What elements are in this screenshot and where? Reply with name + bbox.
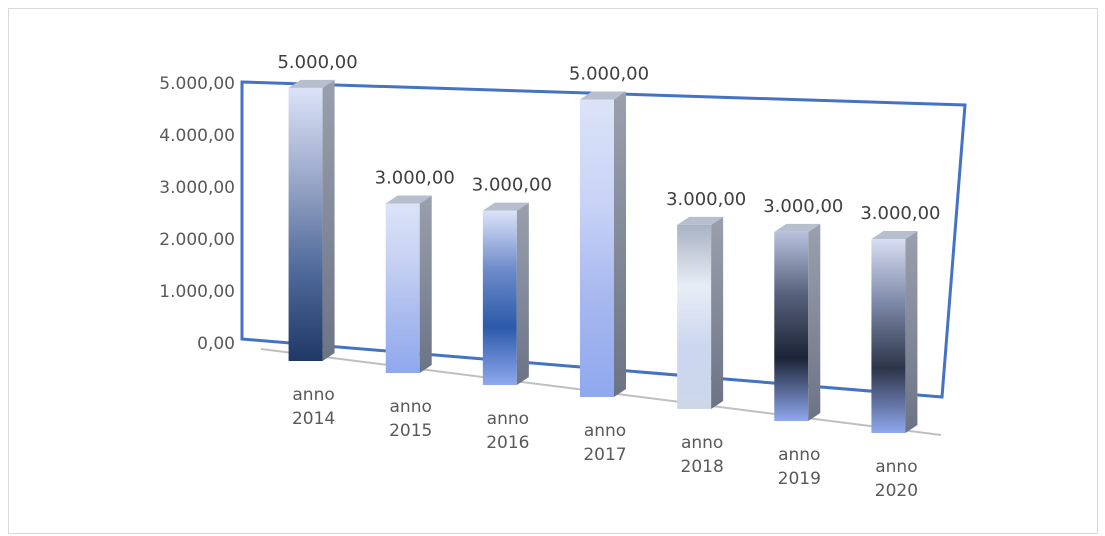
data-label: 3.000,00 bbox=[472, 175, 552, 196]
bar-top bbox=[482, 202, 529, 211]
y-tick-label: 4.000,00 bbox=[159, 126, 235, 146]
bar-top bbox=[677, 216, 724, 225]
y-tick-label: 1.000,00 bbox=[159, 282, 235, 302]
data-label: 5.000,00 bbox=[569, 64, 649, 85]
plot-area-border bbox=[240, 80, 967, 399]
data-label: 3.000,00 bbox=[860, 203, 940, 224]
bar bbox=[774, 231, 809, 421]
y-tick-label: 0,00 bbox=[197, 334, 235, 354]
y-tick-label: 2.000,00 bbox=[159, 230, 235, 250]
category-labels: anno 2014 anno 2015 anno 2016 anno 2017 anno 2018… bbox=[292, 385, 918, 501]
bar-top bbox=[580, 91, 626, 100]
bar-top bbox=[385, 195, 432, 204]
category-label: anno 2015 bbox=[389, 397, 432, 441]
bar-top bbox=[288, 79, 335, 88]
bar bbox=[677, 224, 712, 409]
category-label: anno 2019 bbox=[778, 445, 821, 489]
y-axis-ticks: 0,00 1.000,00 2.000,00 3.000,00 4.000,00 5.00… bbox=[159, 74, 235, 354]
bar-side bbox=[905, 231, 918, 433]
category-label: anno 2018 bbox=[681, 433, 724, 477]
bar-top bbox=[871, 231, 918, 240]
data-label: 3.000,00 bbox=[666, 189, 746, 210]
category-label: anno 2016 bbox=[486, 409, 529, 453]
bar-side bbox=[516, 202, 529, 385]
bar bbox=[288, 87, 323, 361]
bar-chart: 0,00 1.000,00 2.000,00 3.000,00 4.000,00 5.00… bbox=[159, 52, 967, 501]
data-label: 3.000,00 bbox=[375, 167, 455, 188]
bar-top bbox=[774, 223, 821, 232]
data-label: 5.000,00 bbox=[277, 52, 357, 73]
plot-frame bbox=[240, 80, 967, 399]
bar-side bbox=[808, 223, 821, 421]
category-label: anno 2020 bbox=[875, 457, 918, 501]
bar-side bbox=[419, 195, 432, 373]
chart-area: 0,00 1.000,00 2.000,00 3.000,00 4.000,00 5.00… bbox=[8, 8, 1098, 534]
bar bbox=[385, 203, 420, 373]
y-tick-label: 5.000,00 bbox=[159, 74, 235, 94]
bar bbox=[580, 99, 614, 397]
category-label: anno 2014 bbox=[292, 385, 335, 429]
data-label: 3.000,00 bbox=[763, 196, 843, 217]
y-tick-label: 3.000,00 bbox=[159, 178, 235, 198]
bar-side bbox=[614, 91, 626, 397]
bar bbox=[871, 239, 906, 433]
data-labels: 5.000,00 3.000,00 3.000,00 5.000,00 3.000,00… bbox=[277, 52, 940, 224]
category-label: anno 2017 bbox=[583, 421, 626, 465]
bar-side bbox=[711, 216, 724, 409]
bar bbox=[482, 210, 517, 385]
bars bbox=[288, 79, 918, 433]
bar-side bbox=[322, 79, 335, 361]
